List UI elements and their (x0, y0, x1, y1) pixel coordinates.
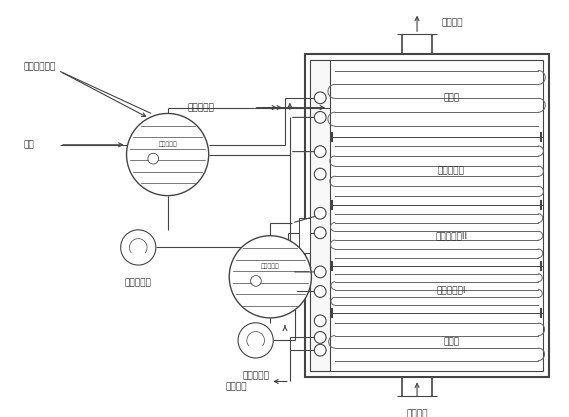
Bar (299, 218, 311, 254)
Circle shape (314, 207, 326, 219)
Text: 烟气出口: 烟气出口 (442, 18, 463, 27)
Circle shape (314, 168, 326, 180)
Text: 过热器: 过热器 (443, 337, 459, 347)
Text: 高压蒸发器I: 高压蒸发器I (436, 285, 466, 294)
Circle shape (314, 266, 326, 278)
Circle shape (148, 153, 159, 164)
Circle shape (314, 315, 326, 327)
Circle shape (314, 111, 326, 123)
Text: 省煤器: 省煤器 (443, 94, 459, 103)
Circle shape (126, 113, 209, 196)
Text: 给水: 给水 (24, 140, 35, 149)
Text: 低压蒸发器: 低压蒸发器 (438, 167, 465, 176)
Text: 热水循环泵: 热水循环泵 (242, 372, 269, 381)
Text: 低压蒸汽包: 低压蒸汽包 (158, 141, 177, 147)
Circle shape (121, 230, 156, 265)
Text: 高压蒸发器II: 高压蒸发器II (435, 231, 467, 240)
Bar (311, 60, 330, 371)
Circle shape (314, 227, 326, 239)
Text: 高压蒸汽包: 高压蒸汽包 (261, 264, 280, 269)
Text: 烟气进口: 烟气进口 (406, 409, 428, 417)
Circle shape (314, 286, 326, 297)
Text: 低压饱和蒸汽: 低压饱和蒸汽 (24, 62, 56, 71)
Text: 除氧器给水: 除氧器给水 (187, 103, 214, 112)
Circle shape (314, 332, 326, 343)
Bar (311, 60, 543, 371)
Bar (304, 54, 549, 377)
Circle shape (314, 92, 326, 104)
Circle shape (238, 323, 273, 358)
Circle shape (250, 276, 261, 286)
Circle shape (314, 344, 326, 356)
Text: 热水循环泵: 热水循环泵 (125, 279, 152, 288)
Circle shape (314, 146, 326, 158)
Circle shape (229, 236, 311, 318)
Text: 过热蒸汽: 过热蒸汽 (225, 382, 247, 391)
